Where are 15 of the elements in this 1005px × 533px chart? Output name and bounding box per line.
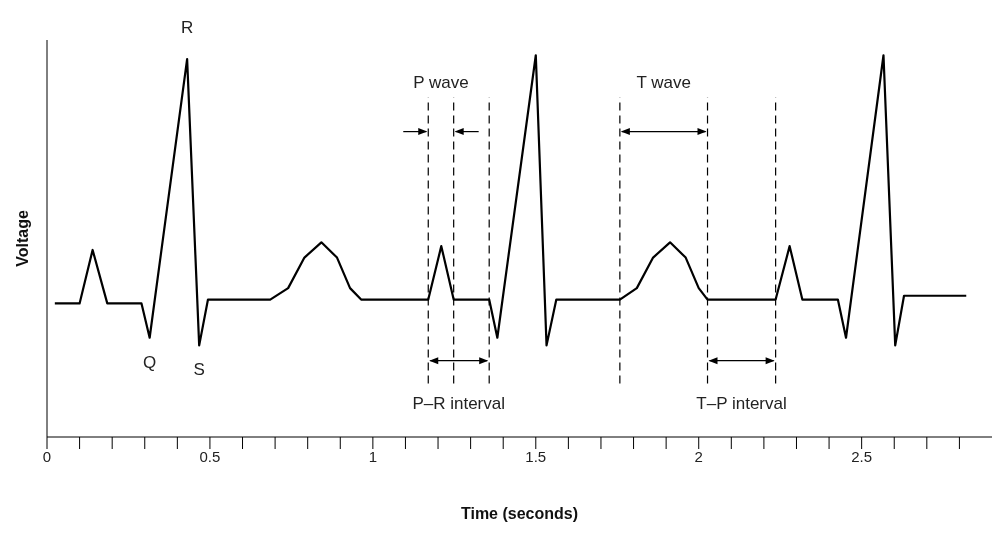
annotation: T wave [636, 72, 691, 92]
annotation: Q [143, 352, 157, 372]
annotation: R [180, 18, 194, 38]
annotation: P wave [413, 72, 469, 92]
x-tick-label: 2 [694, 447, 703, 465]
y-axis-title: Voltage [13, 210, 31, 267]
x-tick-label: 2.5 [851, 447, 873, 465]
x-tick-label: 0 [42, 447, 52, 465]
x-tick-label: 1.5 [525, 447, 547, 465]
annotation: P–R interval [412, 393, 506, 413]
annotation: S [193, 360, 205, 380]
annotation: T–P interval [696, 393, 787, 413]
x-tick-label: 0.5 [199, 447, 221, 465]
x-axis-title: Time (seconds) [460, 505, 579, 522]
x-tick-label: 1 [368, 447, 378, 465]
